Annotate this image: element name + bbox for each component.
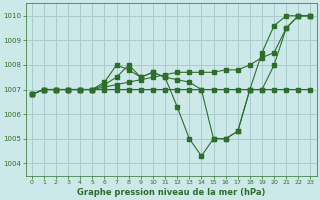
X-axis label: Graphe pression niveau de la mer (hPa): Graphe pression niveau de la mer (hPa) — [77, 188, 265, 197]
